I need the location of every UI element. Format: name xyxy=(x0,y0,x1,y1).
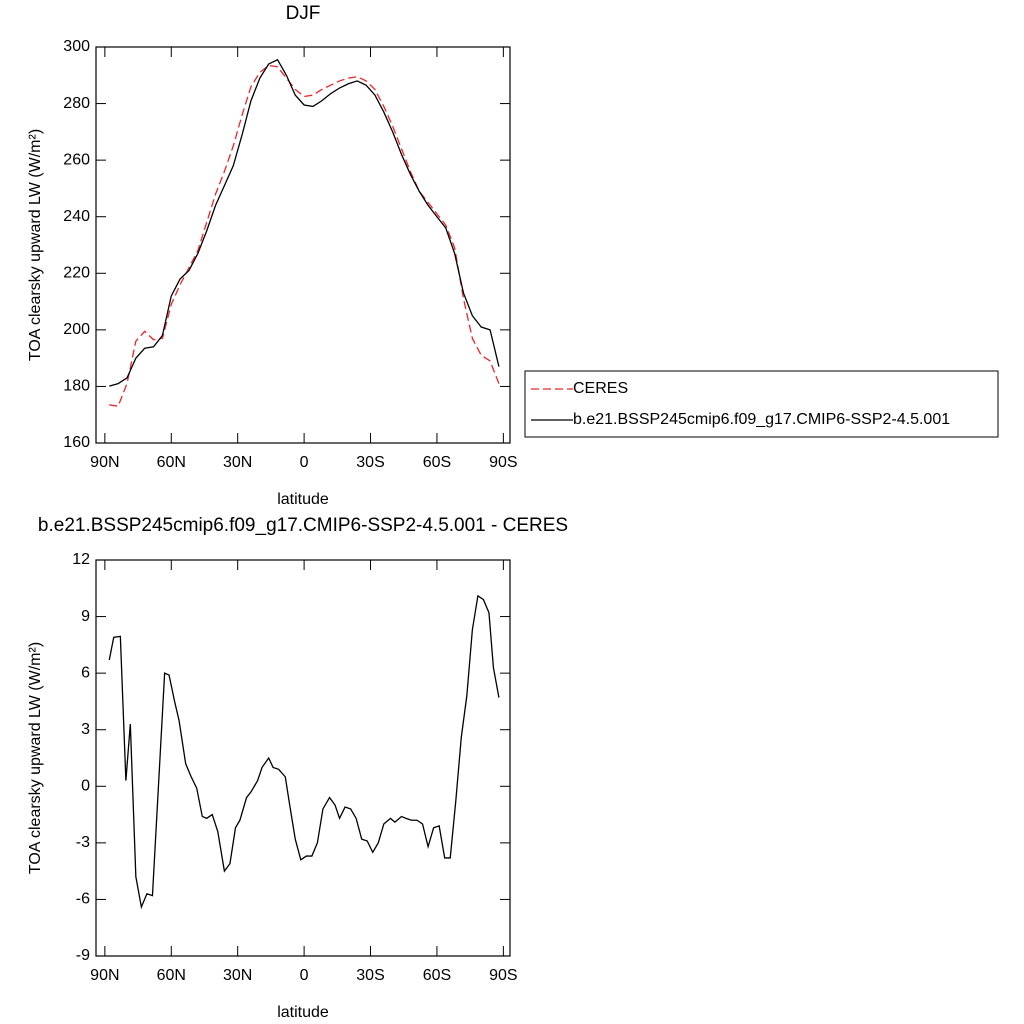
x-tick-label: 90S xyxy=(489,967,517,984)
y-axis-label: TOA clearsky upward LW (W/m²) xyxy=(27,129,44,361)
y-tick-label: 300 xyxy=(63,38,90,55)
series-line xyxy=(109,58,500,387)
x-tick-label: 60N xyxy=(157,454,186,471)
y-tick-label: 3 xyxy=(81,721,90,738)
y-tick-label: 220 xyxy=(63,265,90,282)
chart-title: b.e21.BSSP245cmip6.f09_g17.CMIP6-SSP2-4.… xyxy=(38,515,568,536)
y-tick-label: 6 xyxy=(81,664,90,681)
x-tick-label: 30S xyxy=(356,454,384,471)
y-tick-label: 160 xyxy=(63,434,90,451)
chart-title: DJF xyxy=(286,3,321,24)
x-tick-label: 0 xyxy=(300,967,309,984)
plot-frame xyxy=(95,46,511,444)
x-tick-label: 90N xyxy=(90,454,119,471)
y-tick-label: 9 xyxy=(81,608,90,625)
y-tick-label: -6 xyxy=(76,891,90,908)
y-tick-label: 12 xyxy=(72,551,90,568)
y-tick-label: 240 xyxy=(63,208,90,225)
x-tick-label: 60N xyxy=(157,967,186,984)
y-tick-label: 280 xyxy=(63,95,90,112)
x-tick-label: 30N xyxy=(223,967,252,984)
y-tick-label: 180 xyxy=(63,378,90,395)
y-tick-label: 0 xyxy=(81,778,90,795)
x-tick-label: 60S xyxy=(423,454,451,471)
x-tick-label: 90S xyxy=(489,454,517,471)
legend-box xyxy=(524,370,999,438)
y-tick-label: -3 xyxy=(76,834,90,851)
series-line xyxy=(109,64,500,407)
x-tick-label: 30S xyxy=(356,967,384,984)
y-axis-label: TOA clearsky upward LW (W/m²) xyxy=(27,642,44,874)
plot-frame xyxy=(95,559,511,957)
x-axis-label: latitude xyxy=(277,1004,329,1021)
y-tick-label: -9 xyxy=(76,947,90,964)
series-line xyxy=(108,594,500,910)
x-tick-label: 0 xyxy=(300,454,309,471)
legend-label: b.e21.BSSP245cmip6.f09_g17.CMIP6-SSP2-4.… xyxy=(573,411,950,428)
x-tick-label: 60S xyxy=(423,967,451,984)
x-tick-label: 30N xyxy=(223,454,252,471)
x-tick-label: 90N xyxy=(90,967,119,984)
y-tick-label: 260 xyxy=(63,151,90,168)
legend-label: CERES xyxy=(573,380,628,397)
x-axis-label: latitude xyxy=(277,491,329,508)
y-tick-label: 200 xyxy=(63,321,90,338)
